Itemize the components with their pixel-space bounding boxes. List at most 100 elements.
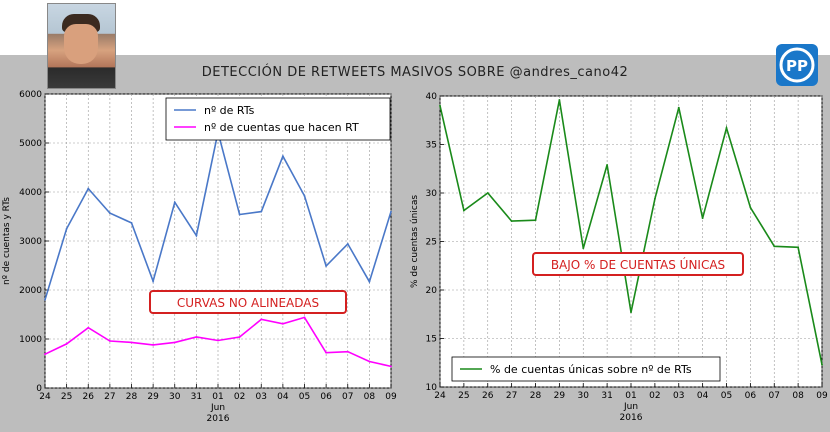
legend-label: nº de RTs <box>204 104 255 117</box>
data-point <box>44 353 46 356</box>
x-tick-label: 30 <box>578 391 590 401</box>
data-point <box>173 341 176 344</box>
y-tick-label: 25 <box>426 238 437 248</box>
x-tick-label: 06 <box>745 391 757 401</box>
y-tick-label: 30 <box>426 189 438 199</box>
x-tick-label: 27 <box>506 391 517 401</box>
callout-box <box>149 290 347 314</box>
x-tick-label: 30 <box>169 392 181 402</box>
data-point <box>238 213 241 216</box>
data-point <box>797 246 800 249</box>
x-tick-label: 07 <box>342 392 353 402</box>
x-tick-label: 09 <box>385 392 397 402</box>
data-point <box>152 280 155 283</box>
data-point <box>701 217 704 220</box>
logo-ring <box>779 47 815 83</box>
x-year-label: 2016 <box>620 413 643 423</box>
data-point <box>821 363 823 366</box>
data-point <box>195 234 198 237</box>
x-tick-label: 04 <box>277 392 289 402</box>
y-tick-label: 1000 <box>19 335 42 345</box>
x-tick-label: 31 <box>191 392 202 402</box>
data-point <box>87 187 90 190</box>
data-point <box>582 247 585 250</box>
data-point <box>325 351 328 354</box>
data-point <box>65 343 68 345</box>
data-point <box>368 360 371 363</box>
data-point <box>510 220 513 223</box>
callout-box <box>532 252 744 276</box>
callout-text: BAJO % DE CUENTAS ÚNICAS <box>551 257 725 272</box>
y-tick-label: 4000 <box>19 188 42 198</box>
data-point <box>677 106 680 109</box>
data-point <box>260 210 263 213</box>
data-point <box>152 343 155 346</box>
x-tick-label: 05 <box>721 391 732 401</box>
x-tick-label: 25 <box>458 391 469 401</box>
data-point <box>217 339 219 342</box>
y-axis-label: nº de cuentas y RTs <box>2 197 12 285</box>
data-point <box>773 245 776 248</box>
y-tick-label: 6000 <box>19 90 42 100</box>
y-axis-label: % de cuentas únicas <box>410 195 420 288</box>
x-tick-label: 01 <box>625 391 636 401</box>
y-tick-label: 20 <box>426 286 438 296</box>
legend-label: nº de cuentas que hacen RT <box>204 121 359 134</box>
x-tick-label: 08 <box>364 392 376 402</box>
data-point <box>390 365 392 368</box>
x-tick-label: 06 <box>320 392 332 402</box>
x-tick-label: 24 <box>434 391 446 401</box>
page-title: DETECCIÓN DE RETWEETS MASIVOS SOBRE @and… <box>201 65 629 80</box>
x-tick-label: 01 <box>212 392 223 402</box>
data-point <box>439 104 441 107</box>
x-tick-label: 09 <box>816 391 828 401</box>
x-tick-label: 28 <box>530 391 542 401</box>
data-point <box>87 326 90 329</box>
data-point <box>368 280 371 283</box>
logo-text: PP <box>786 57 808 75</box>
x-tick-label: 28 <box>126 392 138 402</box>
x-tick-label: 27 <box>104 392 115 402</box>
x-tick-label: 02 <box>234 392 245 402</box>
x-month-label: Jun <box>623 402 638 412</box>
data-point <box>238 336 241 338</box>
y-tick-label: 5000 <box>19 139 42 149</box>
x-tick-label: 26 <box>482 391 494 401</box>
data-point <box>462 209 465 212</box>
data-point <box>195 336 198 338</box>
legend-box <box>165 97 391 141</box>
logo-graphic: PP <box>779 47 815 83</box>
x-tick-label: 29 <box>554 391 566 401</box>
x-tick-label: 03 <box>256 392 267 402</box>
data-point <box>486 192 489 194</box>
data-point <box>108 212 111 214</box>
data-point <box>606 163 609 166</box>
data-point <box>281 155 284 158</box>
data-point <box>260 318 263 321</box>
data-point <box>346 243 349 245</box>
data-point <box>108 340 111 342</box>
legend-box <box>451 356 721 382</box>
data-point <box>630 311 632 314</box>
x-tick-label: 02 <box>649 391 660 401</box>
x-tick-label: 25 <box>61 392 72 402</box>
callout-text: CURVAS NO ALINEADAS <box>177 296 319 310</box>
y-tick-label: 15 <box>426 335 437 345</box>
x-tick-label: 07 <box>769 391 780 401</box>
data-point <box>390 210 392 213</box>
data-point <box>749 206 752 209</box>
x-tick-label: 04 <box>697 391 709 401</box>
y-tick-label: 10 <box>426 383 438 393</box>
data-point <box>130 341 133 344</box>
x-tick-label: 03 <box>673 391 684 401</box>
y-tick-label: 3000 <box>19 237 42 247</box>
x-tick-label: 29 <box>147 392 159 402</box>
data-point <box>653 197 656 200</box>
x-year-label: 2016 <box>207 414 230 424</box>
x-tick-label: 26 <box>83 392 95 402</box>
x-tick-label: 05 <box>299 392 310 402</box>
y-tick-label: 35 <box>426 141 437 151</box>
data-point <box>558 98 561 101</box>
data-point <box>44 298 46 301</box>
